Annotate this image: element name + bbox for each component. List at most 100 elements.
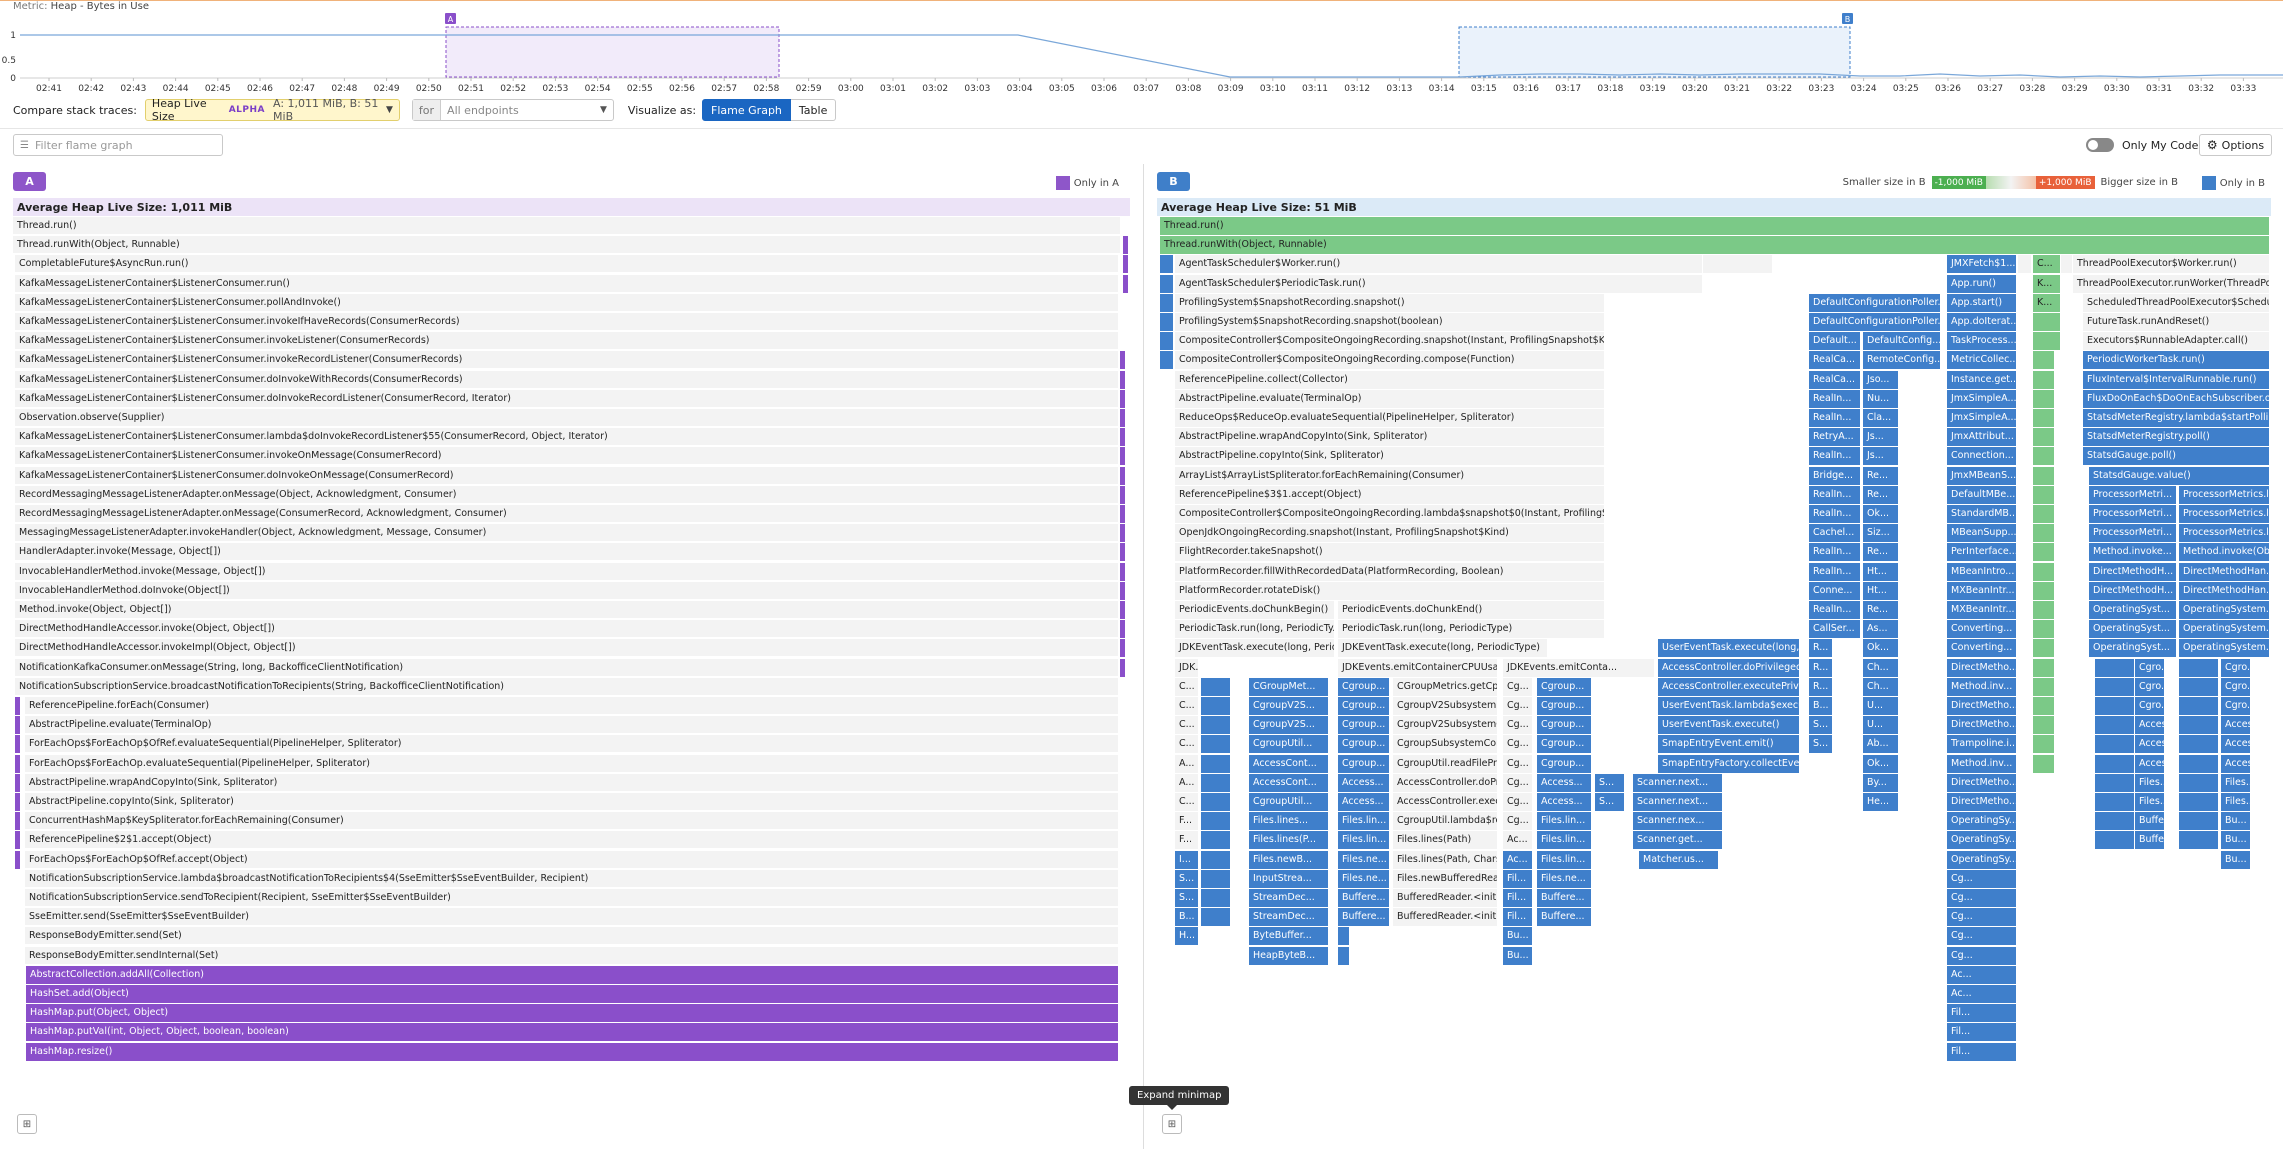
flame-frame[interactable]: DirectMethodHan... [2179,581,2270,600]
flame-frame[interactable]: Files.ne... [1537,869,1592,888]
selection-a-marker[interactable] [445,13,456,24]
flame-frame[interactable] [2033,620,2055,639]
flame-frame[interactable]: Ch... [1863,677,1899,696]
flame-frame[interactable]: Acces... [2135,735,2165,754]
flame-frame[interactable]: Ch... [1863,658,1899,677]
flame-frame[interactable] [1201,735,1231,754]
flame-frame[interactable]: F... [1175,812,1199,831]
flame-frame[interactable]: Converting... [1947,620,2017,639]
flame-frame[interactable]: Cg... [1503,812,1533,831]
flame-frame[interactable] [1201,889,1231,907]
flame-frame[interactable]: Re... [1863,543,1899,562]
flame-frame[interactable] [2033,754,2055,773]
flame-frame[interactable]: AccessController.doPrivileged(... [1658,658,1800,677]
flame-frame[interactable] [2033,735,2055,754]
flame-frame[interactable]: InvocableHandlerMethod.invoke(Message, O… [15,562,1119,581]
flame-frame[interactable]: Scanner.nex... [1633,812,1723,831]
flame-frame[interactable]: FluxInterval$IntervalRunnable.run() [2083,370,2270,389]
flame-frame[interactable]: Cg... [1503,697,1533,715]
flame-frame[interactable]: ProcessorMetri... [2089,505,2177,523]
flame-frame[interactable]: AccessController.doPrivileged(Priv... [1393,773,1498,792]
flame-frame[interactable]: Ac... [1503,831,1533,850]
flame-frame[interactable]: C... [1175,716,1199,735]
flame-frame[interactable]: MXBeanIntr... [1947,581,2017,600]
flame-frame[interactable]: Fil... [1503,908,1533,927]
flame-frame[interactable]: Buffe... [2135,812,2165,831]
flame-frame[interactable] [2179,793,2219,811]
flame-frame[interactable]: ProfilingSystem$SnapshotRecording.snapsh… [1175,293,1605,312]
flame-frame[interactable]: Access... [1537,793,1592,811]
flame-frame[interactable]: UserEventTask.lambda$execut... [1658,697,1800,715]
panel-divider[interactable] [1143,164,1144,1149]
flame-frame[interactable]: Cgroup... [1537,697,1592,715]
flame-frame[interactable]: OperatingSystem... [2179,601,2270,619]
flame-frame[interactable]: NotificationSubscriptionService.sendToRe… [25,889,1119,907]
selection-b-marker[interactable] [1842,13,1853,24]
flame-frame[interactable]: StatsdMeterRegistry.lambda$startPolling$… [2083,409,2270,427]
flame-frame[interactable]: Observation.observe(Supplier) [15,409,1119,427]
timeline-chart[interactable]: 1 0.5 0 A B 02:41 02:42 02:43 02:44 02:45 02:… [0,1,2283,95]
flame-frame[interactable]: Scanner.next... [1633,793,1723,811]
flame-frame[interactable]: KafkaMessageListenerContainer$ListenerCo… [15,293,1119,312]
flame-frame[interactable]: Files... [2135,793,2165,811]
flame-frame[interactable]: He... [1863,793,1899,811]
flame-frame[interactable]: NotificationKafkaConsumer.onMessage(Stri… [15,658,1119,677]
flame-frame[interactable]: OperatingSy... [1947,850,2017,869]
flame-frame[interactable]: Cgroup... [1338,735,1390,754]
flame-frame[interactable]: Thread.run() [1160,217,2270,235]
flame-frame[interactable]: DefaultMBe... [1947,485,2017,504]
flame-frame[interactable]: Ok... [1863,505,1899,523]
flame-frame[interactable]: ResponseBodyEmitter.sendInternal(Set) [25,946,1119,965]
flame-frame[interactable]: RecordMessagingMessageListenerAdapter.on… [15,485,1119,504]
flame-frame[interactable] [2033,581,2055,600]
flame-frame[interactable]: Cgroup... [1338,697,1390,715]
flame-frame[interactable] [1338,927,1350,946]
flame-frame[interactable] [2033,409,2055,427]
flame-frame[interactable]: Fil... [1503,889,1533,907]
flame-frame[interactable]: Siz... [1863,524,1899,543]
flame-frame[interactable]: Executors$RunnableAdapter.call() [2083,332,2270,351]
flame-frame[interactable]: CgroupUtil.readFilePrivileged(Path) [1393,754,1498,773]
minimap-icon[interactable]: ⊞ [1162,1114,1182,1134]
flame-frame[interactable]: OperatingSy... [1947,812,2017,831]
flame-frame[interactable]: HashMap.resize() [26,1042,1119,1061]
flame-frame[interactable] [1201,908,1231,927]
flame-frame[interactable]: Bu... [2221,831,2251,850]
flame-frame[interactable]: JmxMBeanS... [1947,466,2017,485]
flame-frame[interactable]: Cgro... [2135,658,2165,677]
flame-frame[interactable]: ProfilingSystem$SnapshotRecording.snapsh… [1175,313,1605,331]
flame-frame[interactable]: Method.inv... [1947,754,2017,773]
flame-frame[interactable]: Method.invoke(Ob... [2179,543,2270,562]
flame-frame[interactable]: CallSer... [1809,620,1861,639]
flame-frame[interactable]: B... [1809,697,1833,715]
flame-frame[interactable]: JDKEventTask.execute(long, PeriodicType) [1338,639,1548,658]
flame-frame[interactable]: Cg... [1503,773,1533,792]
flame-frame[interactable]: Cg... [1947,869,2017,888]
flame-frame[interactable]: Ac... [1947,985,2017,1003]
flame-frame[interactable]: DirectMethodHandleAccessor.invoke(Object… [15,620,1119,639]
flame-frame[interactable]: DirectMetho... [1947,716,2017,735]
flame-frame[interactable]: Ht... [1863,562,1899,581]
flame-frame[interactable]: MessagingMessageListenerAdapter.invokeHa… [15,524,1119,543]
flame-frame[interactable]: Cgroup... [1338,754,1390,773]
flame-frame[interactable]: Method.inv... [1947,677,2017,696]
flame-frame[interactable] [2061,255,2073,274]
flame-frame[interactable]: StatsdGauge.poll() [2083,447,2270,466]
flame-frame[interactable]: CgroupUtil.lambda$readFilePrivil... [1393,812,1498,831]
flame-frame[interactable]: Access... [1537,773,1592,792]
flame-frame[interactable]: Files.lines(Path) [1393,831,1498,850]
flame-frame[interactable]: Bu... [2221,812,2251,831]
flame-frame[interactable]: RetryA... [1809,428,1861,447]
flame-frame[interactable]: HashMap.putVal(int, Object, Object, bool… [26,1023,1119,1042]
toggle-switch[interactable] [2086,138,2114,152]
flame-frame[interactable]: R... [1809,677,1833,696]
flame-frame[interactable] [2095,658,2135,677]
flame-frame[interactable]: B... [1175,908,1199,927]
flame-frame[interactable]: Files.lin... [1338,831,1390,850]
flame-frame[interactable] [2179,735,2219,754]
flame-frame[interactable]: CgroupUtil... [1249,735,1329,754]
flame-frame[interactable]: JDK... [1175,658,1199,677]
flame-frame[interactable]: Cgroup... [1537,754,1592,773]
flame-frame[interactable] [2033,428,2055,447]
flame-frame[interactable]: BufferedReader.<init>(Reader, int) [1393,908,1498,927]
